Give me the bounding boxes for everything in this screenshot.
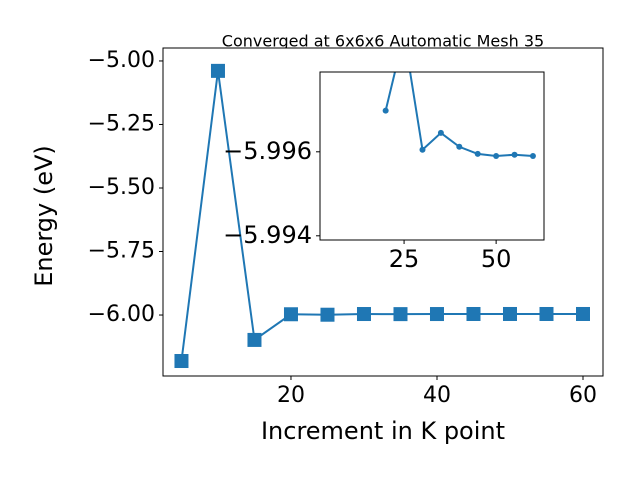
y-tick-label: −6.00 [88,302,155,327]
x-tick-label: 20 [277,383,305,408]
marker [539,306,554,321]
marker [429,307,444,322]
marker [437,129,444,136]
y-tick-label: −5.996 [223,137,312,165]
axes-frame [319,71,545,241]
marker [529,153,536,159]
x-tick-label: 60 [569,383,597,408]
x-tick-label: 25 [389,245,420,273]
marker [283,307,298,322]
marker [511,151,518,158]
marker [456,143,463,150]
marker [247,332,262,347]
y-tick-label: −5.75 [88,239,155,264]
y-tick-label: −5.50 [88,175,155,200]
y-axis-label: Energy (eV) [30,145,58,287]
y-tick-label: −5.994 [223,221,312,249]
marker [474,150,481,157]
marker [210,63,225,78]
marker [466,306,481,321]
chart-title: Converged at 6x6x6 Automatic Mesh 35 [222,32,544,51]
marker [382,107,389,114]
y-tick-label: −5.00 [88,48,155,73]
x-tick-label: 50 [481,245,512,273]
plot-clip [382,72,536,159]
plot-clip [174,63,590,369]
marker [419,146,426,153]
marker [174,354,189,369]
marker [393,307,408,322]
marker [502,306,517,321]
x-axis-label: Increment in K point [261,417,505,445]
marker [320,307,335,322]
marker [356,307,371,322]
axes-frame [162,47,604,377]
marker [575,306,590,321]
marker [493,153,500,159]
x-tick-label: 40 [423,383,451,408]
y-tick-label: −5.25 [88,111,155,136]
